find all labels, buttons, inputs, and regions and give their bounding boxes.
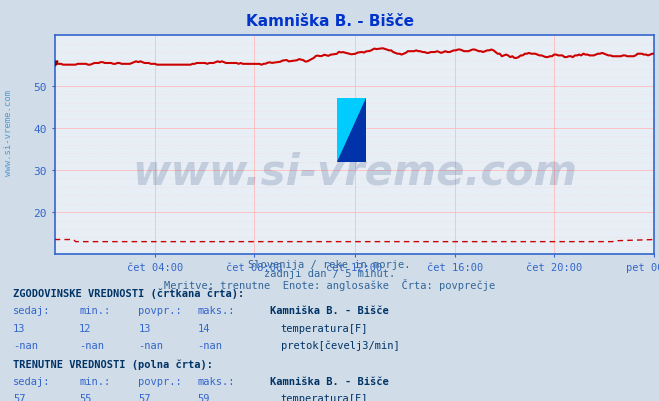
Text: pretok[čevelj3/min]: pretok[čevelj3/min] [281, 340, 399, 350]
Text: min.:: min.: [79, 306, 110, 316]
Text: -nan: -nan [79, 340, 104, 350]
Text: 57: 57 [138, 393, 151, 401]
Text: 14: 14 [198, 323, 210, 333]
Text: TRENUTNE VREDNOSTI (polna črta):: TRENUTNE VREDNOSTI (polna črta): [13, 358, 213, 369]
Text: -nan: -nan [13, 340, 38, 350]
Polygon shape [337, 99, 366, 163]
Text: www.si-vreme.com: www.si-vreme.com [132, 151, 577, 192]
Text: min.:: min.: [79, 376, 110, 386]
Text: sedaj:: sedaj: [13, 376, 51, 386]
Text: -nan: -nan [138, 340, 163, 350]
Text: Kamniška B. - Bišče: Kamniška B. - Bišče [270, 376, 389, 386]
Text: maks.:: maks.: [198, 376, 235, 386]
Text: povpr.:: povpr.: [138, 376, 182, 386]
Text: 13: 13 [13, 323, 26, 333]
Text: maks.:: maks.: [198, 306, 235, 316]
Text: Kamniška B. - Bišče: Kamniška B. - Bišče [246, 14, 413, 29]
Text: temperatura[F]: temperatura[F] [281, 323, 368, 333]
Text: sedaj:: sedaj: [13, 306, 51, 316]
Polygon shape [337, 99, 366, 163]
Text: 55: 55 [79, 393, 92, 401]
Text: povpr.:: povpr.: [138, 306, 182, 316]
Text: ZGODOVINSKE VREDNOSTI (črtkana črta):: ZGODOVINSKE VREDNOSTI (črtkana črta): [13, 288, 244, 298]
Text: 12: 12 [79, 323, 92, 333]
Text: Meritve: trenutne  Enote: anglosaške  Črta: povprečje: Meritve: trenutne Enote: anglosaške Črta… [164, 278, 495, 290]
Text: www.si-vreme.com: www.si-vreme.com [4, 89, 13, 175]
Text: -nan: -nan [198, 340, 223, 350]
Text: 57: 57 [13, 393, 26, 401]
Text: zadnji dan / 5 minut.: zadnji dan / 5 minut. [264, 269, 395, 279]
Text: 59: 59 [198, 393, 210, 401]
Text: Slovenija / reke in morje.: Slovenija / reke in morje. [248, 259, 411, 269]
Text: Kamniška B. - Bišče: Kamniška B. - Bišče [270, 306, 389, 316]
Text: 13: 13 [138, 323, 151, 333]
Text: temperatura[F]: temperatura[F] [281, 393, 368, 401]
